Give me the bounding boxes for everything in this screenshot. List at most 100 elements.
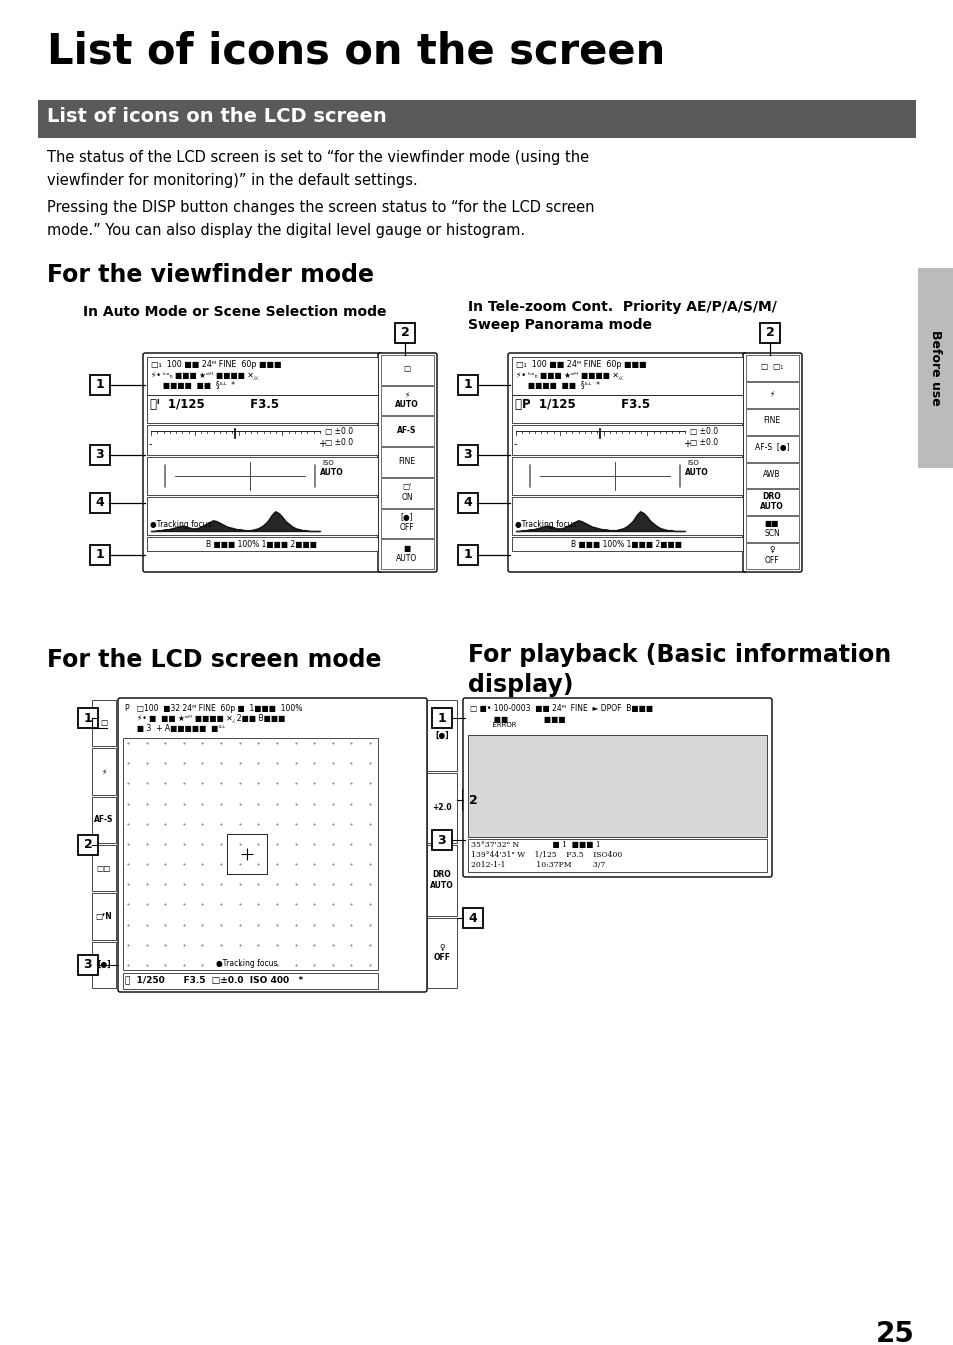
- Text: Before use: Before use: [928, 330, 942, 406]
- Text: ⚡: ⚡: [101, 767, 107, 776]
- Text: In Tele-zoom Cont.  Priority AE/P/A/S/M/
Sweep Panorama mode: In Tele-zoom Cont. Priority AE/P/A/S/M/ …: [468, 300, 776, 332]
- Bar: [395, 323, 415, 343]
- Bar: [745, 355, 799, 381]
- Text: ■■
SCN: ■■ SCN: [763, 519, 779, 538]
- Bar: [147, 425, 377, 455]
- Bar: [745, 382, 799, 408]
- Text: ■ 3  + A■■■■■  ■ᴵᴸᴸ: ■ 3 + A■■■■■ ■ᴵᴸᴸ: [125, 724, 225, 733]
- Bar: [147, 356, 377, 395]
- Text: FINE: FINE: [762, 416, 780, 425]
- Text: -: -: [149, 438, 152, 449]
- Text: □: □: [403, 364, 410, 374]
- Text: DRO
AUTO: DRO AUTO: [760, 492, 783, 511]
- FancyBboxPatch shape: [742, 352, 801, 572]
- Bar: [123, 738, 377, 970]
- Text: Ⓢ  1/250      F3.5  □±0.0  ISO 400   *: Ⓢ 1/250 F3.5 □±0.0 ISO 400 *: [125, 975, 303, 985]
- Text: +2.0: +2.0: [432, 803, 452, 812]
- Bar: [90, 375, 110, 395]
- Text: FINE: FINE: [398, 457, 416, 465]
- Text: ■
AUTO: ■ AUTO: [395, 543, 417, 564]
- Text: -: -: [514, 438, 517, 449]
- Bar: [147, 457, 377, 495]
- Bar: [147, 395, 377, 422]
- Bar: [917, 268, 953, 468]
- Text: ERROR: ERROR: [470, 722, 516, 728]
- Text: Ⓢᴵ  1/125           F3.5: Ⓢᴵ 1/125 F3.5: [150, 398, 279, 412]
- Bar: [147, 537, 377, 551]
- Bar: [512, 395, 742, 422]
- Text: 3: 3: [463, 448, 472, 461]
- Text: B ■■■ 100% 1■■■ 2■■■: B ■■■ 100% 1■■■ 2■■■: [206, 539, 317, 549]
- Bar: [78, 955, 98, 975]
- Text: 3: 3: [437, 834, 446, 846]
- Bar: [468, 734, 766, 837]
- Text: □ ±0.0: □ ±0.0: [325, 426, 353, 436]
- Text: ●Tracking focus: ●Tracking focus: [515, 521, 576, 529]
- Bar: [380, 477, 434, 507]
- Text: □ ±0.0: □ ±0.0: [689, 438, 718, 447]
- Text: [●]
OFF: [●] OFF: [399, 512, 414, 533]
- Bar: [427, 772, 456, 843]
- FancyBboxPatch shape: [507, 352, 746, 572]
- Bar: [91, 699, 116, 746]
- Bar: [91, 748, 116, 795]
- Bar: [380, 355, 434, 385]
- Bar: [91, 796, 116, 843]
- Text: ♀
OFF: ♀ OFF: [433, 943, 450, 962]
- Text: 4: 4: [95, 496, 104, 510]
- Text: 2: 2: [765, 327, 774, 339]
- Text: 3: 3: [84, 959, 92, 971]
- Bar: [745, 463, 799, 488]
- Text: For the viewfinder mode: For the viewfinder mode: [47, 264, 374, 286]
- FancyBboxPatch shape: [462, 698, 771, 877]
- Text: AF-S  [●]: AF-S [●]: [754, 443, 788, 452]
- Bar: [91, 845, 116, 892]
- Text: 2: 2: [400, 327, 409, 339]
- Bar: [90, 445, 110, 465]
- Text: AWB: AWB: [762, 469, 780, 479]
- Text: ⚡
AUTO: ⚡ AUTO: [395, 390, 418, 409]
- Text: 2012-1-1             10:37PM         3/7: 2012-1-1 10:37PM 3/7: [471, 861, 605, 869]
- Bar: [427, 845, 456, 916]
- Bar: [745, 543, 799, 569]
- Bar: [457, 545, 477, 565]
- Bar: [745, 436, 799, 461]
- Bar: [91, 893, 116, 940]
- Text: +: +: [317, 438, 326, 449]
- Bar: [380, 447, 434, 477]
- Text: 1: 1: [95, 378, 104, 391]
- Text: B ■■■ 100% 1■■■ 2■■■: B ■■■ 100% 1■■■ 2■■■: [571, 539, 681, 549]
- Text: P   □100  ■32 24ᴹ FINE  60p ■  1■■■  100%: P □100 ■32 24ᴹ FINE 60p ■ 1■■■ 100%: [125, 703, 302, 713]
- Bar: [745, 516, 799, 542]
- Text: □ ±0.0: □ ±0.0: [689, 426, 718, 436]
- Text: ■■■■  ■■  §ᴵᴸᴸ  *: ■■■■ ■■ §ᴵᴸᴸ *: [516, 381, 599, 390]
- Bar: [90, 494, 110, 512]
- Text: □ᶠN: □ᶠN: [95, 912, 112, 921]
- Text: 35°37'32" N              ■ 1  ■■■ 1: 35°37'32" N ■ 1 ■■■ 1: [471, 841, 600, 849]
- Text: List of icons on the LCD screen: List of icons on the LCD screen: [47, 108, 386, 126]
- Text: □₁  100 ■■ 24ᴹ FINE  60p ■■■: □₁ 100 ■■ 24ᴹ FINE 60p ■■■: [151, 360, 281, 369]
- Bar: [427, 917, 456, 989]
- Text: 2: 2: [84, 838, 92, 851]
- FancyBboxPatch shape: [118, 698, 427, 993]
- FancyBboxPatch shape: [377, 352, 436, 572]
- Bar: [380, 539, 434, 569]
- Bar: [147, 498, 377, 535]
- Text: ⓈP  1/125           F3.5: ⓈP 1/125 F3.5: [515, 398, 649, 412]
- Bar: [512, 425, 742, 455]
- Bar: [457, 494, 477, 512]
- Bar: [760, 323, 780, 343]
- Text: □  □₁: □ □₁: [760, 363, 782, 371]
- Text: ⚡• ■  ■■ ★ᵒᶠᶠ ■■■■ ✕⁁ 2■■ B■■■: ⚡• ■ ■■ ★ᵒᶠᶠ ■■■■ ✕⁁ 2■■ B■■■: [125, 714, 285, 724]
- Bar: [512, 537, 742, 551]
- Text: List of icons on the screen: List of icons on the screen: [47, 30, 664, 73]
- Bar: [38, 100, 915, 139]
- Text: □: □: [100, 718, 108, 728]
- Bar: [90, 545, 110, 565]
- Bar: [380, 386, 434, 416]
- Text: 1: 1: [437, 712, 446, 725]
- Bar: [462, 790, 482, 810]
- Bar: [468, 839, 766, 872]
- Bar: [512, 498, 742, 535]
- Bar: [457, 445, 477, 465]
